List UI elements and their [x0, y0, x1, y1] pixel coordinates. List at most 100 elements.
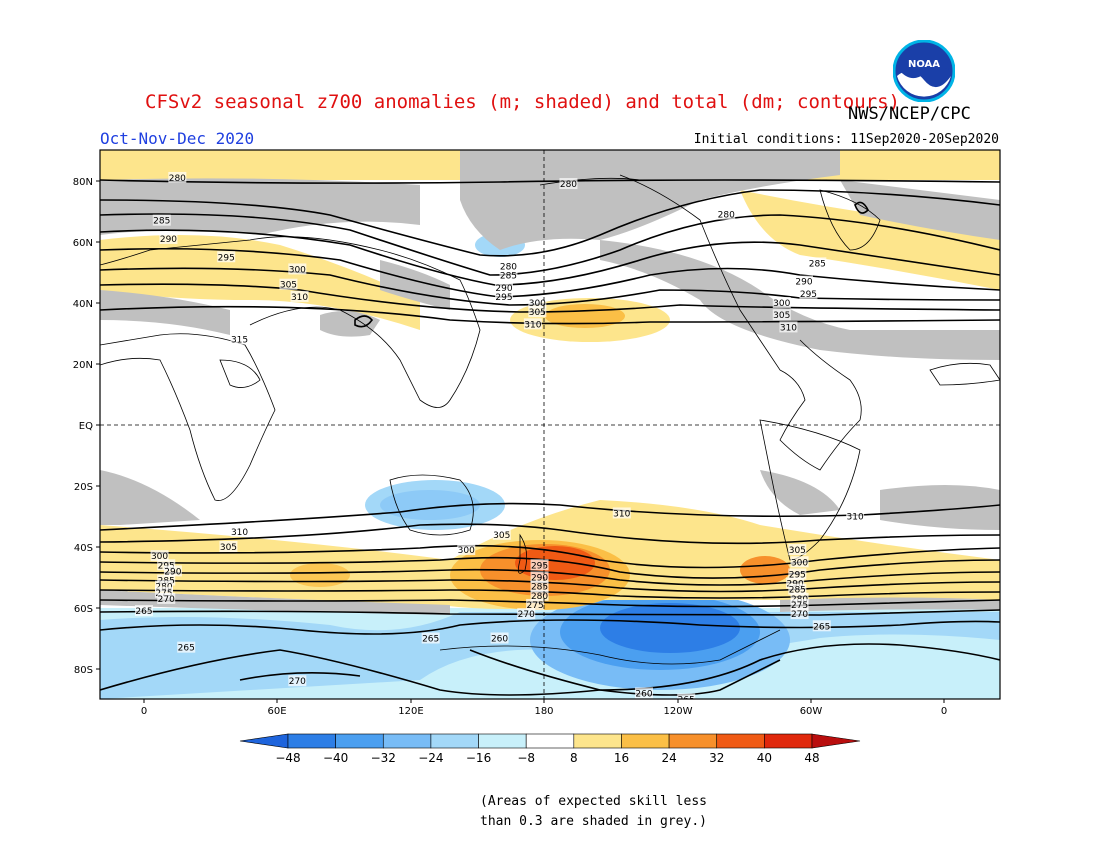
- contour-label: 270: [791, 610, 808, 620]
- contour-label: 295: [800, 290, 817, 300]
- contour-label: 275: [791, 601, 808, 611]
- contour-label: 265: [813, 622, 830, 632]
- chart-title: CFSv2 seasonal z700 anomalies (m; shaded…: [145, 91, 900, 113]
- contour-label-bg: [159, 232, 178, 244]
- contour-label: 280: [560, 180, 577, 190]
- contour-label: 300: [529, 299, 546, 309]
- contour-label-bg: [217, 251, 236, 263]
- contour-label: 310: [524, 320, 541, 330]
- contour-label-bg: [421, 632, 440, 644]
- lon-tick-label: 60E: [267, 706, 286, 717]
- contour-label-bg: [492, 528, 511, 540]
- contour-label: 290: [531, 574, 548, 584]
- agency-label: NWS/NCEP/CPC: [848, 104, 971, 124]
- contour-label-bg: [457, 544, 476, 556]
- logo-text: NOAA: [908, 59, 940, 70]
- contour-label-bg: [612, 507, 631, 519]
- lon-tick-label: 120W: [664, 706, 693, 717]
- lon-tick-label: 120E: [398, 706, 423, 717]
- contour-label-bg: [230, 525, 249, 537]
- lat-axis: 80N 60N 40N 20N EQ 20S 40S 60S 80S: [73, 177, 100, 676]
- colorbar-swatch: [430, 733, 479, 749]
- colorbar-tick-label: −40: [323, 751, 348, 765]
- contour-label-bg: [168, 171, 187, 183]
- contour-label: 305: [493, 531, 510, 541]
- contour-label: 300: [773, 299, 790, 309]
- contour-label: 300: [791, 558, 808, 568]
- contour-label: 305: [773, 311, 790, 321]
- season-label: Oct-Nov-Dec 2020: [100, 129, 255, 148]
- contour-label-bg: [795, 275, 813, 287]
- lon-tick-label: 0: [141, 706, 147, 717]
- colorbar-tick-label: −16: [466, 751, 491, 765]
- contour-label: 280: [531, 592, 548, 602]
- lat-tick-label: 80N: [73, 177, 93, 188]
- lat-tick-label: 60S: [74, 604, 93, 615]
- contour-label: 275: [527, 601, 544, 611]
- contour-label: 290: [795, 278, 812, 288]
- contour-label: 280: [169, 174, 186, 184]
- contour-label: 310: [613, 509, 630, 519]
- contour-label-bg: [517, 608, 536, 620]
- contour-label: 300: [458, 546, 475, 556]
- contour-label: 310: [231, 528, 248, 538]
- contour-label-bg: [495, 281, 513, 293]
- lat-tick-label: EQ: [79, 421, 93, 432]
- contour-label: 265: [678, 696, 695, 706]
- contour-label-bg: [499, 260, 518, 272]
- colorbar-tick-label: −32: [371, 751, 396, 765]
- contour-label: 260: [635, 689, 652, 699]
- contour-label-bg: [530, 580, 549, 592]
- contour-label-bg: [530, 559, 549, 571]
- contour-label: 265: [422, 635, 439, 645]
- contour-label-bg: [530, 571, 549, 583]
- contour-label: 310: [780, 323, 797, 333]
- contour-label: 295: [218, 253, 235, 263]
- colorbar-swatch: [764, 733, 813, 749]
- skill-note-line-2: than 0.3 are shaded in grey.): [480, 814, 707, 829]
- colorbar-swatch: [478, 733, 527, 749]
- lon-tick-label: 180: [534, 706, 553, 717]
- contour-label: 285: [809, 259, 826, 269]
- contour-label: 300: [151, 552, 168, 562]
- contour-label-bg: [528, 306, 547, 318]
- colorbar-swatch: [573, 733, 622, 749]
- skill-note: (Areas of expected skill less than 0.3 a…: [480, 792, 707, 832]
- contour-label: 265: [178, 644, 195, 654]
- contour-label: 305: [220, 543, 237, 553]
- contour-label-bg: [790, 592, 809, 604]
- colorbar-arrow-min: [239, 733, 289, 749]
- contour-label-bg: [846, 510, 865, 522]
- contour-label-bg: [528, 297, 547, 308]
- colorbar-swatch: [621, 733, 670, 749]
- contour-label: 295: [495, 293, 512, 303]
- contour-label-bg: [152, 214, 171, 226]
- contour-label-bg: [799, 287, 818, 299]
- contour-label-bg: [790, 598, 809, 610]
- contour-label: 270: [289, 677, 306, 687]
- contour-label: 290: [495, 284, 512, 294]
- contour-label: 280: [718, 211, 735, 221]
- contour-label-bg: [677, 693, 696, 699]
- contour-label-bg: [163, 565, 182, 577]
- lon-axis: 0 60E 120E 180 120W 60W 0: [141, 699, 947, 717]
- lat-tick-label: 80S: [74, 665, 93, 676]
- lon-tick-label: 0: [941, 706, 947, 717]
- contour-label-bg: [157, 592, 176, 604]
- colorbar-tick-label: 32: [709, 751, 724, 765]
- contour-label-bg: [812, 620, 831, 632]
- contour-label-bg: [288, 675, 307, 687]
- contour-label-bg: [790, 608, 809, 620]
- colorbar-arrow-max: [811, 733, 861, 749]
- colorbar-swatch: [287, 733, 336, 749]
- contour-label-bg: [788, 544, 807, 556]
- contour-label-bg: [157, 559, 176, 571]
- contour-label: 290: [164, 567, 181, 577]
- colorbar-tick-label: −48: [275, 751, 300, 765]
- contour-label: 280: [500, 262, 517, 272]
- contour-label-bg: [135, 605, 153, 617]
- skill-note-line-1: (Areas of expected skill less: [480, 794, 707, 809]
- contour-label: 290: [160, 235, 177, 245]
- lat-tick-label: 40N: [73, 299, 93, 310]
- colorbar-tick-label: −24: [418, 751, 443, 765]
